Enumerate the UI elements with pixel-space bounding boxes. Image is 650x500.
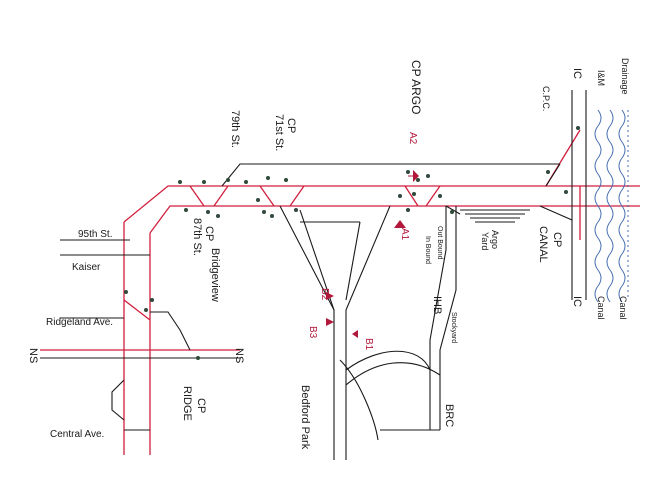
label-87: 87th St. [191, 218, 203, 256]
label-central: Central Ave. [50, 429, 104, 440]
label-stockyard: Stockyard [450, 312, 457, 343]
argo-lower-diag [539, 205, 573, 221]
waterways [594, 109, 629, 303]
label-inbound: In Bound [424, 236, 431, 264]
label-argo-yard: Argo [490, 230, 500, 249]
im-wave [606, 109, 614, 303]
label-b1: B1 [363, 338, 374, 351]
upper-siding [221, 163, 560, 187]
label-ihb: IHB [431, 296, 443, 314]
label-ic-bottom: IC [571, 296, 583, 307]
red-lower-line [149, 205, 640, 234]
label-ridge-cp: CP [195, 398, 207, 413]
label-b2: B2 [319, 288, 330, 301]
b2-arrow [326, 292, 334, 300]
label-cpc: C.P.C. [541, 86, 551, 111]
a1-arrow [394, 220, 406, 228]
label-79th: 79th St. [229, 110, 241, 148]
label-drainage: Drainage [620, 58, 630, 95]
label-cp-canal: CANAL [537, 226, 549, 263]
red-crossover-argo-a [404, 185, 419, 207]
cp-ridge-jog [150, 311, 191, 351]
b3-arrow [326, 318, 334, 326]
label-ridge: RIDGE [181, 386, 193, 421]
red-crossover-argo-b [425, 185, 441, 207]
label-bedford: Bedford Park [299, 385, 311, 450]
central-jog [111, 379, 125, 421]
red-crossover-71 [289, 185, 305, 207]
black-tracks [40, 90, 587, 460]
label-canal-right: Canal [618, 296, 628, 320]
ihb-east [429, 206, 447, 430]
label-im: I&M [596, 70, 606, 86]
label-ns-right: NS [233, 348, 245, 363]
label-71st-cp: CP [285, 118, 297, 133]
ihb-west [439, 206, 457, 430]
label-brc: BRC [443, 404, 455, 427]
red-crossover-87b [213, 185, 229, 207]
label-ic-top: IC [571, 68, 583, 79]
ic-to-argo [545, 163, 561, 187]
ihb-ladder [445, 205, 461, 215]
label-cp-argo: CP ARGO [409, 60, 423, 114]
red-crossover-79 [259, 185, 275, 207]
label-canal-left: Canal [596, 296, 606, 320]
label-argo-yard2: Yard [480, 232, 490, 250]
cpc-wave [594, 109, 602, 303]
label-ns-left: NS [27, 348, 39, 363]
b1-arrow [352, 330, 358, 338]
label-b3: B3 [307, 326, 318, 339]
label-bridgeview: Bridgeview [209, 248, 221, 302]
label-ridgeland: Ridgeland Ave. [46, 317, 113, 328]
bedford-curve-3 [339, 359, 379, 441]
bedford-curve-1 [345, 350, 431, 371]
bedford-curve-2 [345, 362, 441, 386]
b-inner-east [345, 221, 361, 301]
label-95th: 95th St. [78, 229, 112, 240]
label-outbound: Out Bound [436, 226, 443, 260]
b-line-east [345, 205, 391, 460]
labels: CP ARGO 79th St. CP 71st St. IC C.P.C. I… [27, 58, 630, 450]
label-71st: 71st St. [273, 114, 285, 151]
label-cp-canal-cp: CP [551, 232, 563, 247]
signal-dots [124, 126, 580, 360]
drainage-wave [618, 109, 626, 303]
label-kaiser: Kaiser [72, 262, 101, 273]
red-ridge-cross [123, 299, 151, 321]
label-a1: A1 [399, 228, 410, 241]
label-87-cp: CP [203, 226, 215, 241]
red-mainlines [40, 129, 640, 455]
markers [326, 170, 419, 338]
red-crossover-87 [189, 185, 205, 207]
label-a2: A2 [407, 132, 418, 145]
red-upper-line [123, 185, 640, 223]
a2-arrow [413, 170, 419, 182]
